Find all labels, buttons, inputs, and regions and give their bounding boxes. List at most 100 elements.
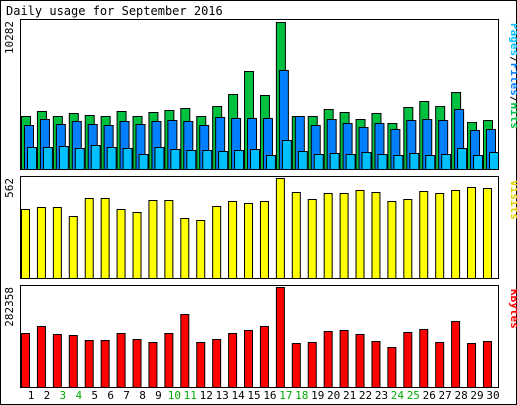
panel-hits-files-pages: 10282 Pages/Files/Hits [3,19,517,170]
bar-visits [52,207,62,279]
bar-kbytes [339,330,349,388]
bar-kbytes [228,333,238,388]
bar-visits [180,218,190,279]
bar-kbytes [212,339,222,388]
day-label: 14 [231,389,245,402]
bar-kbytes [435,342,445,388]
bar-pages [42,147,53,170]
bar-pages [106,147,117,170]
bar-visits [435,193,445,279]
bar-pages [488,152,499,170]
plot-frame [20,176,499,279]
bar-kbytes [371,341,381,388]
day-label: 19 [311,389,324,402]
bar-pages [218,151,229,170]
chart-title: Daily usage for September 2016 [6,4,223,18]
bar-pages [265,155,276,170]
day-label: 12 [200,389,213,402]
bar-kbytes [52,334,62,388]
day-label: 7 [123,389,130,402]
day-label: 10 [168,389,181,402]
bar-pages [441,154,452,170]
bar-pages [234,150,245,170]
day-label: 28 [454,389,467,402]
day-label: 25 [407,389,420,402]
bar-visits [419,191,429,279]
bar-visits [387,201,397,279]
legend-part: Hits [508,103,517,130]
bar-visits [164,200,174,279]
bar-pages [27,147,37,170]
bar-kbytes [419,329,429,388]
bar-kbytes [387,347,397,388]
legend-label: Visits [508,180,517,220]
plot-frame [20,285,499,388]
bar-visits [291,192,301,279]
plot-frame [20,19,499,170]
bar-kbytes [323,331,333,388]
panel-kbytes: 282358 KBytes [3,285,517,388]
bar-pages [473,155,484,170]
day-label: 3 [60,389,67,402]
day-label: 13 [216,389,229,402]
y-max-label: 10282 [3,21,16,54]
bar-kbytes [100,340,110,388]
bar-pages [186,150,197,170]
legend-label: Pages/Files/Hits [508,23,517,129]
day-label: 27 [439,389,452,402]
bar-pages [313,154,324,170]
bar-visits [451,190,461,279]
legend-part: Pages [508,23,517,56]
bar-pages [138,154,149,170]
bar-kbytes [68,335,78,388]
bar-kbytes [36,326,46,388]
day-label: 26 [423,389,436,402]
bar-visits [132,212,142,279]
bar-visits [68,216,78,279]
day-label: 20 [327,389,340,402]
bar-visits [228,201,238,279]
day-label: 5 [91,389,98,402]
bar-pages [457,148,468,170]
bar-pages [202,150,213,170]
legend-label: KBytes [508,289,517,329]
y-max-label: 562 [3,178,16,198]
bar-kbytes [403,332,413,388]
bar-kbytes [451,321,461,388]
legend-part: Files [508,63,517,96]
day-label: 9 [155,389,162,402]
panels: 10282 Pages/Files/Hits 562 Visits 282358KByt… [3,19,517,388]
bar-kbytes [467,343,477,388]
bar-kbytes [21,333,30,388]
bar-pages [281,140,292,170]
day-label: 29 [470,389,483,402]
bar-pages [361,152,372,170]
x-axis-labels: 1 2 3 4 5 6 7 8 9 10 11 12 13 14 15 16 17 18 19 20 21 22 23 24 2… [28,389,500,402]
bar-kbytes [84,340,94,388]
day-label: 17 [279,389,292,402]
bar-kbytes [196,342,206,388]
bar-visits [100,198,110,279]
bar-visits [84,198,94,279]
bar-kbytes [291,343,301,388]
bar-visits [371,192,381,279]
day-label: 18 [295,389,308,402]
bar-pages [170,149,181,170]
day-label: 23 [375,389,388,402]
bar-visits [323,193,333,279]
bar-pages [58,146,69,170]
bar-visits [275,178,285,279]
bar-kbytes [132,339,142,388]
bar-visits [403,199,413,279]
bar-visits [36,207,46,279]
bar-pages [329,153,340,170]
bar-pages [90,145,101,170]
bar-kbytes [259,326,269,388]
day-label: 22 [359,389,372,402]
bar-pages [74,148,85,170]
bar-visits [355,190,365,279]
bar-kbytes [164,333,174,388]
day-label: 16 [263,389,276,402]
bar-pages [345,154,356,170]
